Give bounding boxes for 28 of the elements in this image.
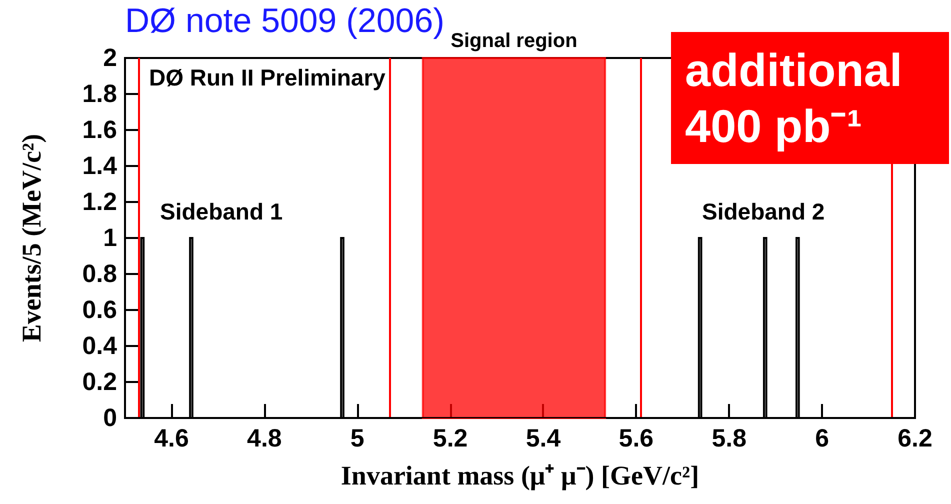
annotation: Sideband 2 [702,198,825,224]
y-tick-label: 0 [103,404,117,432]
x-tick-label: 4.6 [154,424,189,452]
x-tick-label: 5.2 [432,424,468,452]
chart-title: DØ note 5009 (2006) [125,2,444,40]
annotation: DØ Run II Preliminary [149,64,386,90]
y-tick-label: 2 [103,44,117,72]
y-tick-label: 0.8 [82,260,118,288]
x-tick-label: 6 [815,424,830,452]
y-tick-label: 0.2 [82,368,117,396]
annotation: Sideband 1 [160,198,283,224]
y-tick-label: 0.4 [82,332,118,360]
x-tick-label: 5.4 [526,424,561,452]
y-tick-label: 1.8 [82,80,118,108]
y-axis-title: Events/5 (MeV/c²) [16,134,46,342]
x-tick-label: 5 [350,424,364,452]
y-tick-label: 1 [103,224,118,252]
y-tick-label: 1.6 [82,116,117,144]
x-axis-title: Invariant mass (μ⁺ μ⁻) [GeV/c²] [340,460,700,490]
x-tick-label: 4.8 [247,424,282,452]
y-tick-label: 1.4 [82,152,118,180]
x-tick-label: 5.6 [618,424,654,452]
y-tick-label: 1.2 [82,188,117,216]
band-label: Signal region [450,30,578,52]
x-tick-label: 6.2 [898,424,932,452]
annotation: additional 400 pb⁻¹ [685,44,915,152]
x-tick-label: 5.8 [712,424,747,452]
y-tick-label: 0.6 [82,296,117,324]
